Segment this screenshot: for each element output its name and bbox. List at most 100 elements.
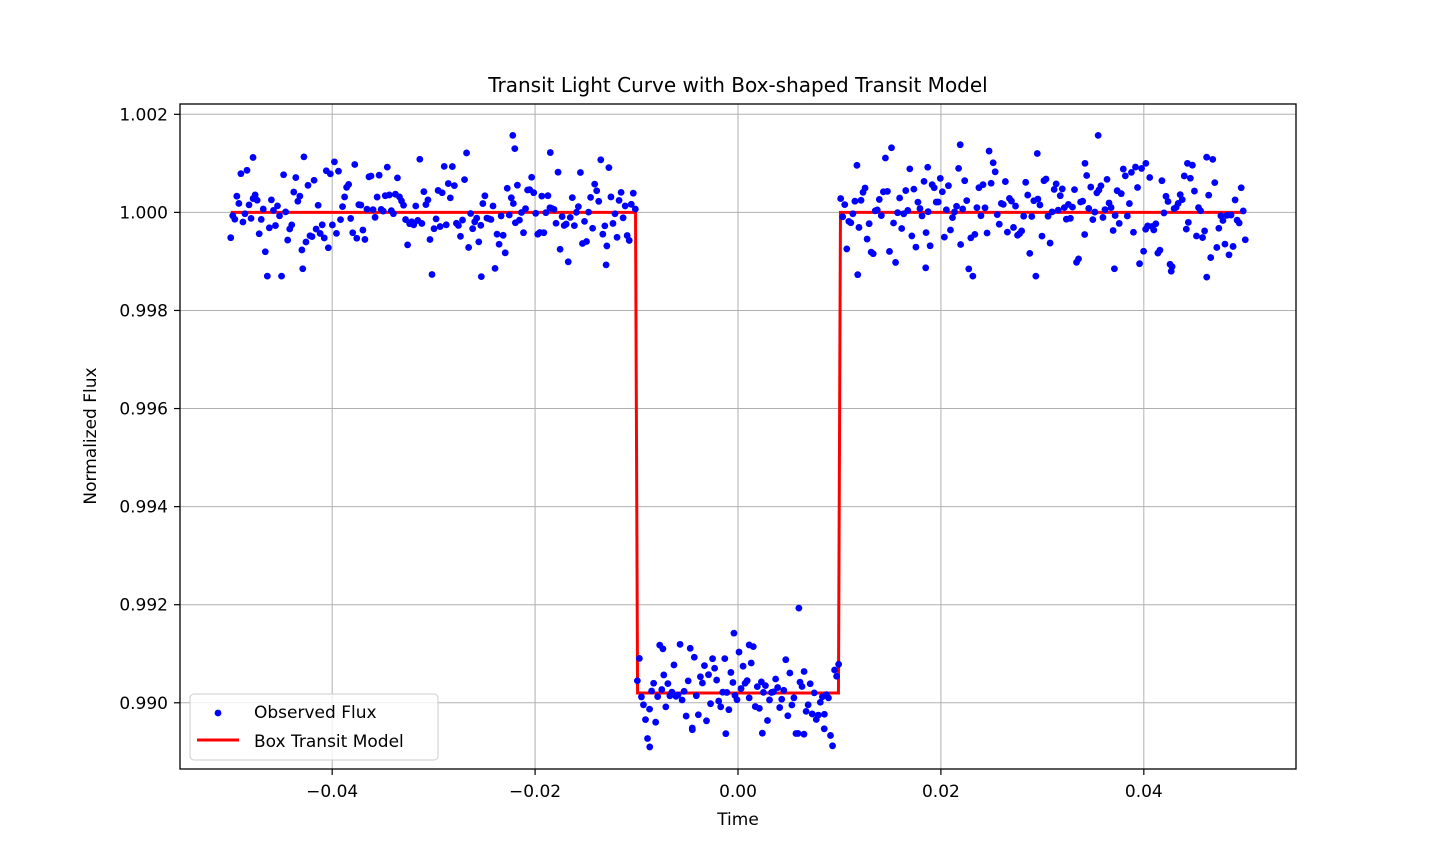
observed-flux-point — [678, 696, 686, 704]
observed-flux-point — [896, 194, 904, 202]
observed-flux-point — [1081, 231, 1089, 238]
observed-flux-point — [953, 202, 960, 210]
observed-flux-point — [800, 730, 808, 738]
observed-flux-point — [359, 226, 367, 234]
legend: Observed Flux Box Transit Model — [189, 693, 439, 761]
observed-flux-point — [727, 669, 735, 676]
x-tick-label: 0.02 — [922, 782, 960, 802]
observed-flux-point — [1150, 226, 1158, 234]
observed-flux-point — [780, 686, 788, 694]
observed-flux-point — [711, 664, 719, 672]
observed-flux-point — [786, 669, 794, 677]
observed-flux-point — [1225, 251, 1233, 259]
observed-flux-point — [294, 197, 302, 205]
observed-flux-point — [837, 195, 845, 202]
observed-flux-point — [692, 692, 700, 700]
observed-flux-point — [310, 176, 318, 184]
observed-flux-point — [428, 271, 436, 278]
observed-flux-point — [487, 216, 495, 223]
observed-flux-point — [1079, 197, 1087, 205]
observed-flux-point — [654, 693, 662, 701]
observed-flux-point — [778, 695, 786, 703]
observed-flux-point — [300, 153, 308, 161]
observed-flux-point — [682, 712, 690, 720]
chart-title: Transit Light Curve with Box-shaped Tran… — [487, 73, 987, 97]
observed-flux-point — [477, 273, 485, 281]
observed-flux-point — [808, 710, 816, 718]
observed-flux-point — [263, 272, 271, 280]
observed-flux-point — [1128, 168, 1135, 176]
observed-flux-point — [469, 225, 477, 233]
observed-flux-point — [280, 171, 287, 179]
observed-flux-point — [272, 222, 279, 229]
observed-flux-point — [499, 231, 507, 239]
observed-flux-point — [798, 683, 806, 690]
observed-flux-point — [774, 684, 782, 691]
observed-flux-point — [473, 214, 481, 222]
observed-flux-point — [1111, 265, 1118, 273]
observed-flux-point — [328, 221, 336, 229]
observed-flux-point — [694, 711, 702, 719]
observed-flux-point — [540, 229, 548, 237]
observed-flux-point — [385, 191, 393, 199]
observed-flux-point — [455, 222, 462, 229]
observed-flux-point — [509, 131, 517, 139]
observed-flux-point — [1044, 212, 1052, 220]
legend-label-observed-flux: Observed Flux — [254, 703, 377, 723]
observed-flux-point — [894, 209, 901, 217]
observed-flux-point — [853, 161, 861, 169]
observed-flux-point — [290, 188, 298, 196]
observed-flux-point — [638, 693, 645, 701]
observed-flux-point — [389, 210, 397, 218]
observed-flux-point — [1028, 213, 1036, 220]
observed-flux-point — [849, 210, 857, 218]
observed-flux-point — [664, 680, 672, 688]
observed-flux-point — [705, 671, 712, 679]
observed-flux-point — [936, 174, 944, 182]
observed-flux-point — [652, 718, 660, 726]
observed-flux-point — [703, 717, 710, 725]
scatter-points — [227, 131, 1249, 751]
observed-flux-point — [743, 677, 751, 685]
observed-flux-point — [908, 232, 916, 240]
observed-flux-point — [1207, 254, 1215, 261]
observed-flux-point — [505, 211, 513, 219]
observed-flux-point — [550, 205, 558, 213]
observed-flux-point — [910, 185, 918, 193]
observed-flux-point — [841, 201, 849, 209]
observed-flux-point — [259, 205, 267, 213]
observed-flux-point — [1121, 172, 1129, 180]
observed-flux-point — [493, 230, 501, 238]
observed-flux-point — [227, 234, 235, 242]
observed-flux-point — [1213, 244, 1221, 251]
observed-flux-point — [570, 222, 578, 230]
observed-flux-point — [371, 213, 379, 221]
observed-flux-point — [753, 683, 761, 691]
observed-flux-point — [514, 181, 521, 189]
observed-flux-point — [416, 155, 424, 163]
observed-flux-point — [1046, 239, 1054, 247]
observed-flux-point — [648, 687, 655, 695]
observed-flux-point — [869, 250, 877, 258]
observed-flux-point — [304, 181, 312, 189]
observed-flux-point — [1119, 165, 1127, 173]
observed-flux-point — [278, 272, 285, 280]
observed-flux-point — [699, 679, 706, 687]
observed-flux-point — [265, 224, 273, 232]
observed-flux-point — [916, 205, 924, 212]
observed-flux-point — [613, 233, 621, 241]
observed-flux-point — [670, 661, 678, 669]
observed-flux-point — [772, 675, 780, 683]
observed-flux-point — [930, 184, 938, 192]
observed-flux-point — [804, 701, 812, 709]
observed-flux-point — [725, 706, 733, 714]
observed-flux-point — [333, 229, 340, 237]
observed-flux-point — [646, 705, 653, 713]
observed-flux-point — [1199, 234, 1206, 241]
observed-flux-point — [1097, 182, 1105, 190]
observed-flux-point — [955, 164, 962, 172]
observed-flux-point — [999, 200, 1007, 208]
observed-flux-point — [544, 192, 552, 200]
observed-flux-point — [251, 191, 259, 199]
observed-flux-point — [503, 184, 511, 192]
